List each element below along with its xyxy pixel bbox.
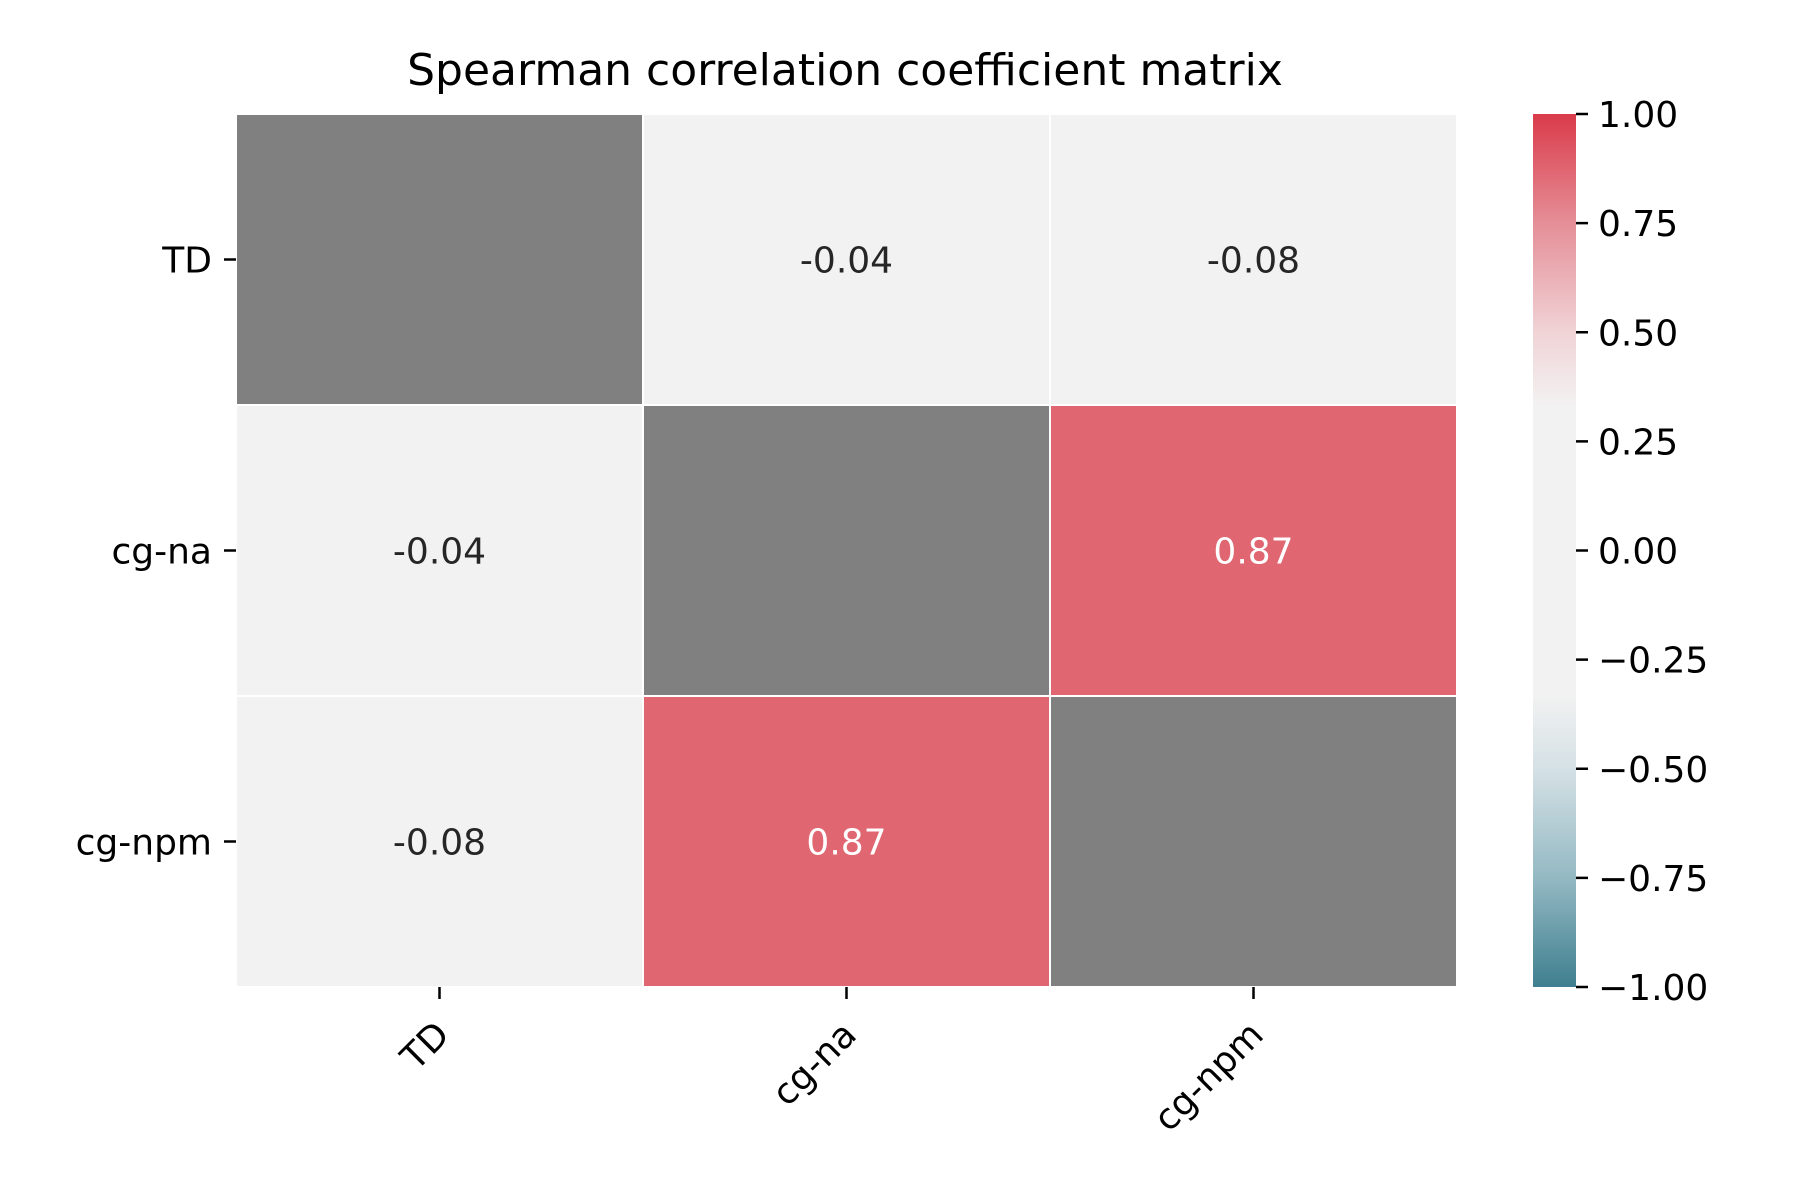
colorbar-tick-label: 0.25 [1598,422,1678,463]
cell-value-label: -0.08 [393,823,486,864]
heatmap-cell [642,695,1051,988]
colorbar-tick-label: 1.00 [1598,95,1678,136]
heatmap-cell [642,113,1051,406]
y-tick-label: cg-na [111,532,212,573]
heatmap-cells: -0.04 -0.08 -0.04 0.87 -0.08 0.87 [235,113,1458,988]
heatmap-cell [235,404,644,697]
x-tick-label: cg-na [765,1014,865,1114]
cell-value-label: 0.87 [806,823,886,864]
heatmap-cell [1049,113,1458,406]
cell-value-label: 0.87 [1213,532,1293,573]
heatmap-cell [1049,404,1458,697]
heatmap-cell [1049,695,1458,988]
colorbar-tick-label: 0.75 [1598,204,1678,245]
cell-value-label: -0.04 [393,532,486,573]
colorbar-gradient [1533,114,1576,987]
heatmap-cell [235,695,644,988]
colorbar-tick-label: 0.50 [1598,313,1678,354]
y-axis: TD cg-na cg-npm [76,241,236,864]
y-tick-label: cg-npm [76,823,212,864]
colorbar-tick-label: 0.00 [1598,532,1678,573]
x-axis: TD cg-na cg-npm [393,987,1272,1140]
heatmap-cell [642,404,1051,697]
chart-title: Spearman correlation coefficient matrix [407,45,1283,96]
colorbar: 1.00 0.75 0.50 0.25 0.00 −0.25 −0.50 −0.75 −1.00 [1533,95,1708,1009]
colorbar-tick-label: −0.75 [1598,859,1708,900]
y-tick-label: TD [161,241,212,282]
heatmap-cell [235,113,644,406]
x-tick-label: cg-npm [1146,1014,1271,1139]
colorbar-tick-label: −1.00 [1598,968,1708,1009]
x-tick-label: TD [393,1014,458,1079]
colorbar-tick-label: −0.50 [1598,750,1708,791]
cell-value-label: -0.08 [1207,241,1300,282]
colorbar-tick-label: −0.25 [1598,641,1708,682]
cell-value-label: -0.04 [800,241,893,282]
